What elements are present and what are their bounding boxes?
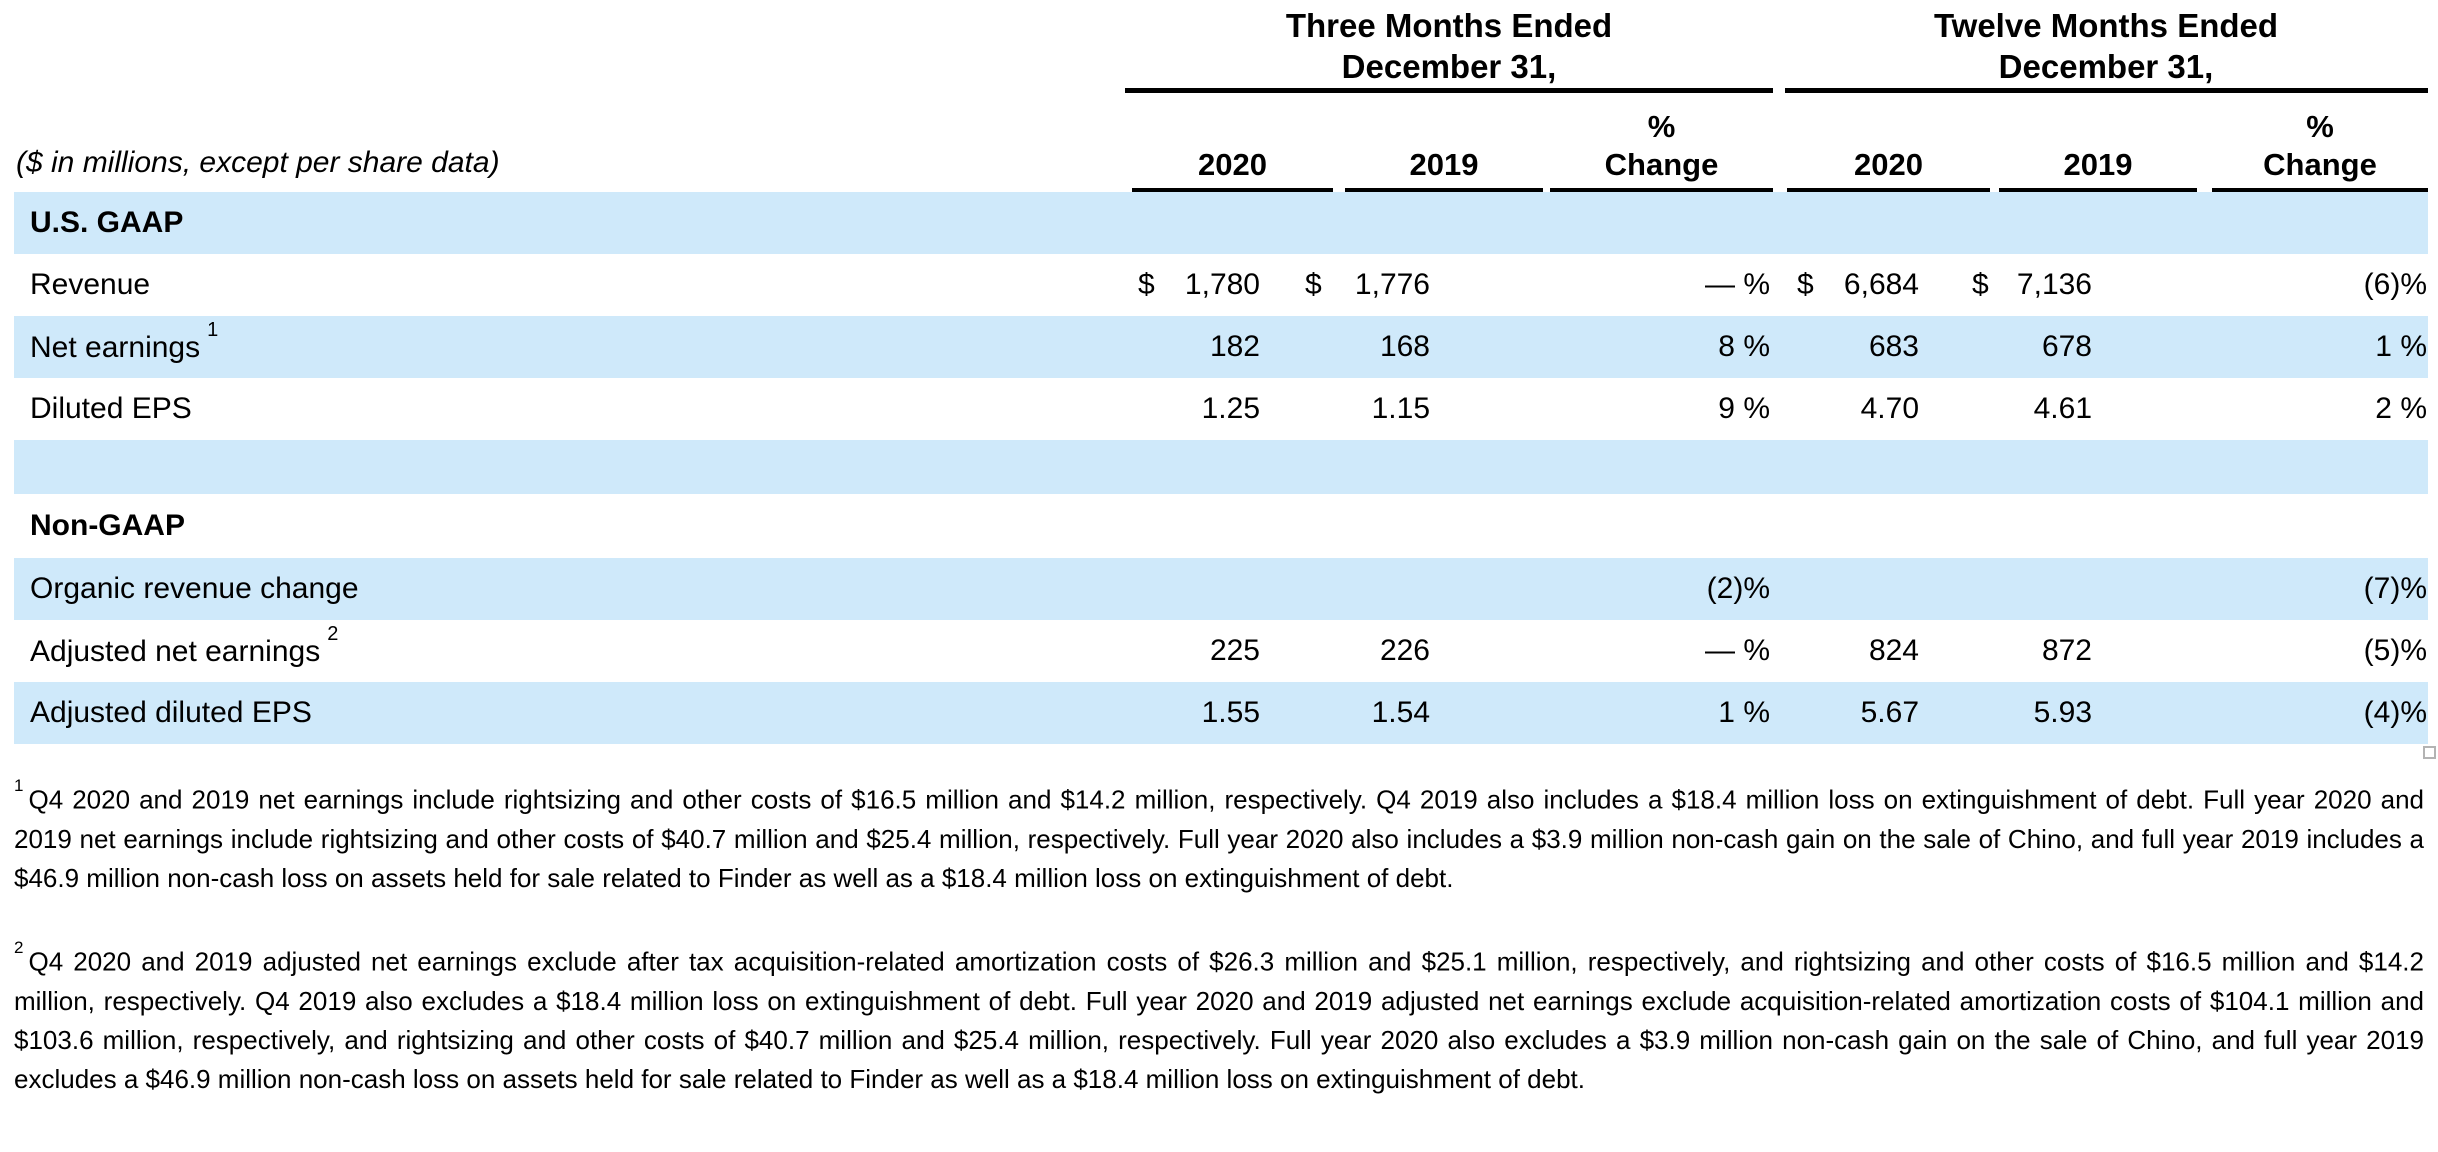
cell-y-pct: 1 %	[2375, 330, 2427, 363]
cell-q-pct: — %	[1704, 268, 1770, 301]
row-label: Organic revenue change	[30, 572, 359, 605]
group-underline-three-months	[1125, 88, 1773, 93]
cell-q-pct: — %	[1704, 634, 1770, 667]
cell-q-2020: $1,780	[1138, 268, 1260, 301]
footnote-2: 2 Q4 2020 and 2019 adjusted net earnings …	[14, 936, 2424, 1099]
cell-q-2019: 226	[1379, 634, 1430, 667]
cell-y-2020: 824	[1868, 634, 1919, 667]
cell-q-pct: 8 %	[1718, 330, 1770, 363]
row-label: Non-GAAP	[30, 509, 185, 542]
table-row-spacer	[14, 440, 2428, 494]
footnote-2-text: Q4 2020 and 2019 adjusted net earnings e…	[14, 946, 2424, 1094]
footnote-1: 1 Q4 2020 and 2019 net earnings include r…	[14, 774, 2424, 898]
table-row-diluted-eps: Diluted EPS 1.25 1.15 9 % 4.70 4.61 2 %	[14, 378, 2428, 440]
table-row-us-gaap: U.S. GAAP	[14, 192, 2428, 254]
cell-y-2020: 5.67	[1860, 696, 1919, 729]
row-label: Adjusted diluted EPS	[30, 696, 312, 729]
cell-y-pct: (6)%	[2363, 268, 2427, 301]
cell-y-2019: 872	[2041, 634, 2092, 667]
cell-q-pct: (2)%	[1706, 572, 1770, 605]
row-label: Revenue	[30, 268, 151, 301]
cell-y-2019: 5.93	[2033, 696, 2092, 729]
cell-y-pct: (5)%	[2363, 634, 2427, 667]
table-row-adjusted-diluted-eps: Adjusted diluted EPS 1.55 1.54 1 % 5.67 …	[14, 682, 2428, 744]
group-header-line1: Twelve Months Ended	[1933, 7, 2279, 44]
table-row-adjusted-net-earnings: Adjusted net earnings2 225 226 — % 824 8…	[14, 620, 2428, 682]
group-header-line1: Three Months Ended	[1285, 7, 1613, 44]
cell-q-2020: 225	[1209, 634, 1260, 667]
column-header-pct-change-q: % Change	[1604, 109, 1719, 182]
cell-q-2019: 1.15	[1371, 392, 1430, 425]
column-underline-pct-y	[2212, 188, 2428, 192]
currency-symbol: $	[1138, 268, 1155, 301]
column-header-2019-q: 2019	[1409, 147, 1479, 182]
table-row-net-earnings: Net earnings1 182 168 8 % 683 678 1 %	[14, 316, 2428, 378]
cell-y-pct: 2 %	[2375, 392, 2427, 425]
cell-q-2019: $1,776	[1305, 268, 1430, 301]
row-label: Diluted EPS	[30, 392, 192, 425]
column-underline-2020-q	[1132, 188, 1333, 192]
column-header-2020-q: 2020	[1198, 147, 1267, 182]
cell-y-2020: 683	[1868, 330, 1919, 363]
footnote-2-marker: 2	[14, 938, 24, 957]
resize-handle[interactable]	[2423, 746, 2436, 759]
table-row-organic-revenue-change: Organic revenue change (2)% (7)%	[14, 558, 2428, 620]
group-underline-twelve-months	[1785, 88, 2428, 93]
currency-symbol: $	[1305, 268, 1322, 301]
column-header-pct-change-y: % Change	[2263, 109, 2377, 182]
column-header-2019-y: 2019	[2063, 147, 2133, 182]
cell-y-2019: 4.61	[2033, 392, 2092, 425]
footnote-1-text: Q4 2020 and 2019 net earnings include ri…	[14, 784, 2424, 893]
table-row-non-gaap: Non-GAAP	[14, 494, 2428, 558]
column-underline-2020-y	[1787, 188, 1990, 192]
cell-q-2020: 182	[1209, 330, 1260, 363]
footnote-1-marker: 1	[14, 776, 24, 795]
cell-q-2020: 1.25	[1201, 392, 1260, 425]
group-header-twelve-months: Twelve Months Ended December 31,	[1756, 5, 2438, 87]
units-note: ($ in millions, except per share data)	[16, 146, 500, 179]
cell-y-pct: (7)%	[2363, 572, 2427, 605]
row-label: Adjusted net earnings2	[30, 623, 339, 668]
cell-q-pct: 1 %	[1718, 696, 1770, 729]
cell-q-2020: 1.55	[1201, 696, 1260, 729]
table-row-revenue: Revenue $1,780 $1,776 — % $6,684 $7,136 …	[14, 254, 2428, 316]
column-underline-pct-q	[1550, 188, 1773, 192]
column-underline-2019-y	[1999, 188, 2197, 192]
cell-q-2019: 1.54	[1371, 696, 1430, 729]
row-label: U.S. GAAP	[30, 206, 184, 239]
group-header-line2: December 31,	[1998, 48, 2214, 85]
group-header-line2: December 31,	[1341, 48, 1557, 85]
cell-y-2019: 678	[2041, 330, 2092, 363]
currency-symbol: $	[1972, 268, 1989, 301]
cell-y-2020: 4.70	[1860, 392, 1919, 425]
cell-y-2020: $6,684	[1797, 268, 1919, 301]
cell-q-pct: 9 %	[1718, 392, 1770, 425]
cell-q-2019: 168	[1379, 330, 1430, 363]
cell-y-pct: (4)%	[2363, 696, 2427, 729]
footnote-ref-1: 1	[207, 319, 219, 341]
cell-y-2019: $7,136	[1972, 268, 2092, 301]
group-header-three-months: Three Months Ended December 31,	[1099, 5, 1799, 87]
footnote-ref-2: 2	[327, 623, 339, 645]
currency-symbol: $	[1797, 268, 1814, 301]
column-underline-2019-q	[1345, 188, 1543, 192]
row-label: Net earnings1	[30, 319, 219, 364]
column-header-2020-y: 2020	[1854, 147, 1923, 182]
